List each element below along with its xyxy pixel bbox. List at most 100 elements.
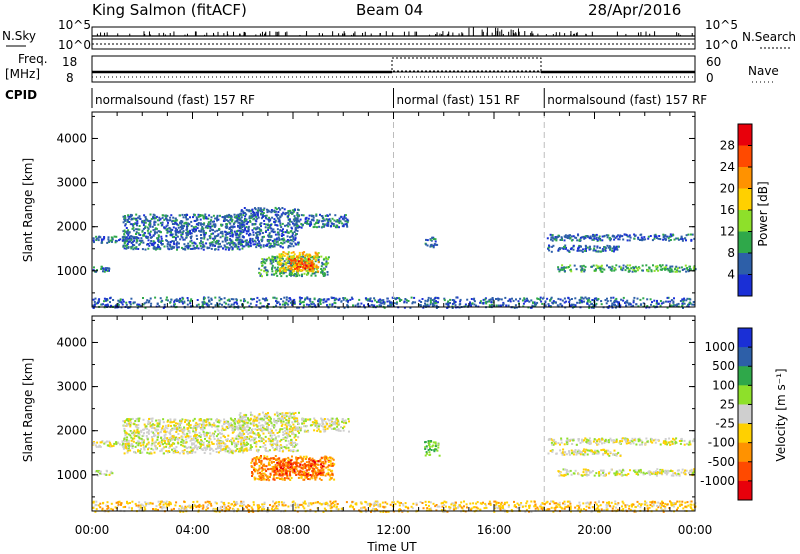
echo-cell	[283, 255, 286, 257]
echo-cell	[273, 209, 276, 212]
echo-cell	[155, 215, 158, 218]
echo-cell	[136, 240, 139, 242]
echo-cell	[434, 297, 437, 299]
echo-cell	[338, 217, 341, 220]
echo-cell	[137, 424, 140, 426]
echo-cell	[305, 303, 308, 306]
echo-cell	[673, 238, 676, 241]
echo-cell	[220, 440, 223, 443]
echo-cell	[137, 430, 140, 433]
echo-cell	[122, 230, 125, 233]
echo-cell	[146, 235, 149, 238]
echo-cell	[256, 242, 259, 245]
echo-cell	[142, 434, 145, 437]
echo-cell	[580, 270, 583, 273]
echo-cell	[223, 215, 226, 218]
echo-cell	[239, 238, 242, 241]
echo-cell	[250, 212, 253, 215]
echo-cell	[228, 298, 231, 301]
echo-cell	[567, 266, 570, 268]
echo-cell	[133, 229, 135, 232]
echo-cell	[357, 302, 360, 305]
echo-cell	[656, 299, 658, 302]
echo-cell	[675, 237, 678, 240]
echo-cell	[108, 440, 111, 443]
echo-cell	[126, 436, 129, 439]
echo-cell	[582, 264, 585, 267]
echo-cell	[167, 450, 170, 452]
echo-cell	[649, 235, 652, 237]
echo-cell	[177, 224, 180, 227]
echo-cell	[331, 303, 334, 306]
echo-cell	[203, 297, 206, 300]
echo-cell	[335, 298, 338, 301]
echo-cell	[308, 303, 311, 306]
echo-cell	[434, 302, 437, 305]
echo-cell	[278, 255, 281, 258]
echo-cell	[656, 265, 659, 268]
echo-cell	[173, 303, 176, 306]
echo-cell	[111, 240, 113, 243]
echo-cell	[280, 419, 283, 422]
echo-cell	[128, 231, 131, 234]
echo-cell	[268, 238, 271, 241]
echo-cell	[270, 422, 273, 425]
echo-cell	[135, 217, 138, 220]
echo-cell	[194, 242, 197, 245]
echo-cell	[284, 261, 287, 264]
echo-cell	[173, 442, 176, 445]
echo-cell	[255, 442, 258, 445]
echo-cell	[280, 425, 283, 427]
echo-cell	[564, 247, 567, 250]
echo-cell	[209, 448, 212, 451]
echo-cell	[373, 297, 376, 300]
echo-cell	[267, 235, 270, 238]
echo-cell	[158, 230, 161, 233]
echo-cell	[251, 223, 254, 226]
echo-cell	[414, 301, 417, 304]
echo-cell	[307, 258, 310, 261]
echo-cell	[249, 435, 252, 438]
echo-cell	[211, 244, 214, 247]
echo-cell	[129, 449, 132, 452]
echo-cell	[239, 230, 242, 233]
echo-cell	[146, 299, 149, 302]
echo-cell	[524, 300, 527, 303]
echo-cell	[588, 306, 591, 309]
echo-cell	[306, 296, 309, 299]
echo-cell	[123, 424, 126, 427]
echo-cell	[100, 265, 103, 268]
echo-cell	[302, 223, 304, 226]
echo-cell	[183, 238, 186, 241]
echo-cell	[230, 225, 233, 228]
echo-cell	[109, 239, 112, 242]
echo-cell	[436, 296, 439, 299]
echo-cell	[266, 257, 269, 260]
echo-cell	[189, 419, 191, 422]
echo-cell	[164, 426, 167, 429]
echo-cell	[629, 236, 632, 239]
echo-cell	[250, 438, 253, 441]
echo-cell	[249, 432, 252, 434]
echo-cell	[570, 298, 573, 300]
echo-cell	[217, 241, 219, 244]
colorbar-swatch	[738, 274, 752, 297]
echo-cell	[238, 229, 241, 232]
echo-cell	[197, 441, 200, 444]
echo-cell	[424, 302, 426, 305]
echo-cell	[257, 414, 260, 417]
echo-cell	[188, 451, 191, 454]
echo-cell	[238, 248, 241, 251]
echo-cell	[293, 301, 296, 304]
echo-cell	[223, 445, 226, 448]
echo-cell	[279, 303, 281, 306]
echo-cell	[202, 298, 205, 301]
echo-cell	[252, 421, 255, 424]
echo-cell	[202, 215, 205, 218]
echo-cell	[249, 444, 252, 447]
echo-cell	[314, 274, 317, 277]
echo-cell	[190, 232, 193, 235]
echo-cell	[567, 250, 570, 253]
echo-cell	[283, 208, 286, 211]
echo-cell	[129, 213, 132, 216]
